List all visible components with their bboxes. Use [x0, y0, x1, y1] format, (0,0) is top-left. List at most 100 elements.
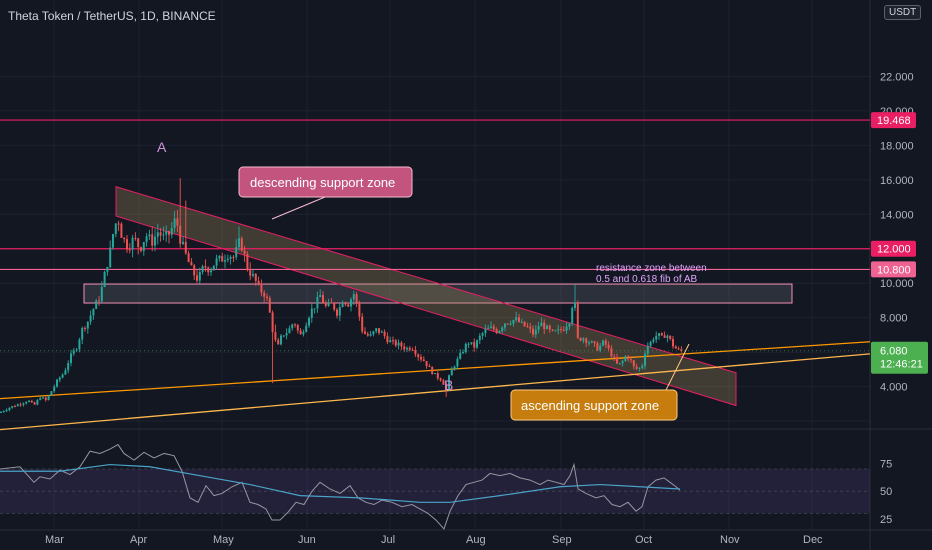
candle[interactable]	[571, 306, 574, 326]
candle[interactable]	[532, 325, 534, 338]
candle[interactable]	[308, 316, 310, 328]
candle[interactable]	[369, 330, 372, 337]
candle[interactable]	[47, 395, 50, 401]
candle[interactable]	[39, 396, 42, 401]
candle[interactable]	[215, 254, 218, 270]
candle[interactable]	[75, 347, 78, 353]
candle[interactable]	[582, 337, 585, 344]
candle[interactable]	[294, 323, 296, 328]
candle[interactable]	[254, 273, 257, 286]
candle[interactable]	[652, 337, 655, 344]
candle[interactable]	[389, 336, 392, 343]
candle[interactable]	[128, 243, 131, 254]
candle[interactable]	[420, 354, 422, 362]
candle[interactable]	[445, 382, 448, 397]
candle[interactable]	[366, 331, 369, 337]
last-price-tag[interactable]	[871, 341, 928, 374]
candle[interactable]	[103, 270, 106, 288]
candle[interactable]	[25, 401, 28, 405]
candle[interactable]	[590, 340, 593, 344]
candle[interactable]	[627, 355, 630, 362]
candle[interactable]	[50, 390, 53, 396]
candle[interactable]	[434, 373, 436, 375]
candle[interactable]	[95, 298, 98, 310]
candle[interactable]	[173, 210, 176, 233]
candle[interactable]	[64, 367, 67, 376]
candle[interactable]	[257, 276, 260, 286]
currency-badge[interactable]: USDT	[884, 5, 922, 20]
candle[interactable]	[492, 324, 495, 332]
candle[interactable]	[394, 338, 397, 348]
candle[interactable]	[170, 222, 173, 239]
candle[interactable]	[5, 408, 8, 413]
candle[interactable]	[316, 291, 319, 313]
candle[interactable]	[602, 339, 604, 347]
candle[interactable]	[644, 350, 646, 370]
candle[interactable]	[156, 223, 159, 245]
candle[interactable]	[33, 401, 36, 405]
candle[interactable]	[296, 323, 299, 334]
candle[interactable]	[428, 363, 431, 368]
candle[interactable]	[142, 241, 145, 256]
candle[interactable]	[358, 300, 361, 321]
candle[interactable]	[11, 405, 14, 409]
candle[interactable]	[280, 333, 282, 346]
candle[interactable]	[663, 331, 666, 339]
rsi-line[interactable]	[0, 443, 681, 530]
candle[interactable]	[218, 255, 221, 262]
candle[interactable]	[618, 363, 621, 365]
candle[interactable]	[660, 332, 663, 336]
symbol-title[interactable]: Theta Token / TetherUS, 1D, BINANCE	[8, 9, 216, 23]
candle[interactable]	[518, 313, 520, 323]
candle[interactable]	[551, 329, 554, 332]
candle[interactable]	[61, 373, 64, 379]
candle[interactable]	[509, 320, 512, 326]
candle[interactable]	[523, 321, 526, 327]
candle[interactable]	[159, 227, 162, 242]
candle[interactable]	[92, 308, 95, 320]
candle[interactable]	[187, 250, 190, 263]
candle[interactable]	[268, 295, 271, 313]
candle[interactable]	[543, 319, 546, 334]
candle[interactable]	[658, 333, 660, 340]
candle[interactable]	[246, 251, 249, 272]
candle[interactable]	[151, 226, 154, 252]
candle[interactable]	[176, 210, 179, 233]
candle[interactable]	[305, 322, 308, 333]
candle[interactable]	[352, 290, 355, 305]
candle[interactable]	[635, 363, 638, 371]
candle[interactable]	[109, 240, 112, 269]
candle[interactable]	[299, 328, 302, 335]
candle[interactable]	[495, 327, 498, 335]
candle[interactable]	[593, 340, 596, 347]
candle[interactable]	[168, 230, 170, 244]
candle[interactable]	[221, 252, 224, 262]
candle[interactable]	[226, 254, 229, 263]
candle[interactable]	[285, 328, 288, 340]
candle[interactable]	[67, 360, 70, 374]
candle[interactable]	[411, 347, 414, 352]
candle[interactable]	[162, 226, 165, 241]
candle[interactable]	[361, 313, 364, 334]
candle[interactable]	[473, 338, 476, 352]
candle[interactable]	[229, 255, 232, 265]
candle[interactable]	[649, 340, 652, 348]
candle[interactable]	[400, 340, 403, 350]
candle[interactable]	[145, 233, 148, 247]
candle[interactable]	[599, 342, 602, 353]
candle[interactable]	[565, 322, 568, 335]
candle[interactable]	[134, 232, 137, 241]
candle[interactable]	[579, 337, 582, 342]
candle[interactable]	[106, 266, 109, 276]
candle[interactable]	[529, 323, 532, 334]
time-axis[interactable]: Mar Apr May Jun Jul Aug Sep Oct Nov Dec	[45, 534, 823, 546]
candle[interactable]	[86, 321, 89, 334]
candle[interactable]	[84, 326, 86, 332]
candle[interactable]	[397, 339, 400, 350]
candle[interactable]	[392, 336, 394, 345]
candle[interactable]	[232, 255, 235, 263]
candle[interactable]	[604, 338, 607, 349]
candle[interactable]	[260, 279, 263, 297]
candle[interactable]	[616, 353, 618, 365]
candle[interactable]	[655, 331, 658, 343]
